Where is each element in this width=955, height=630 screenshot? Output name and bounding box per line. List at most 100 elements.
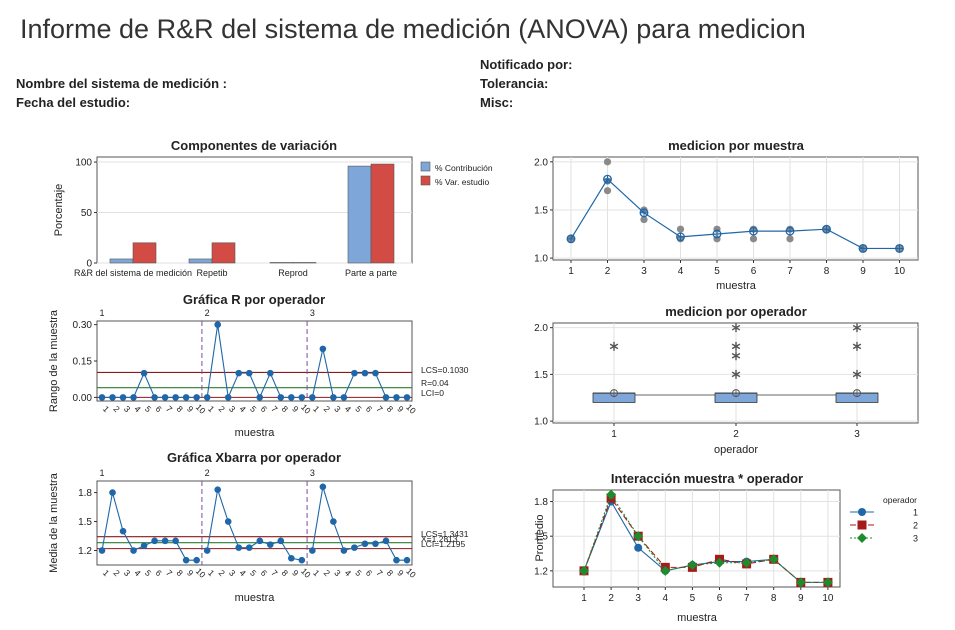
reported-by-label: Notificado por: [480,57,573,72]
xbar-chart-xtick-label: 2 [111,568,122,579]
xbar-chart-operator-label: 2 [205,468,210,478]
bar-contribution [188,258,213,264]
r-chart-xtick-label: 6 [364,404,375,415]
xbar-chart-point [245,544,253,551]
r-chart-limit-label: LCS=0.1030 [421,365,469,375]
r-chart-point [393,394,400,401]
interaction-marker-op3 [741,557,752,568]
xbar-chart-xtick-label: 2 [322,568,333,579]
r-chart-xtick-label: 5 [248,404,259,415]
interaction-marker-op3 [606,489,617,500]
r-chart-point [119,394,127,401]
tolerance-label: Tolerancia: [480,76,549,91]
xbar-chart-point [330,518,337,525]
xbar-chart-point [193,556,200,564]
xbar-chart-ytick-label: 1.2 [78,546,92,557]
bar-contribution [269,262,294,264]
interaction-marker-op3 [822,577,833,588]
r-chart-point [298,394,306,401]
xbar-chart-point [130,547,137,554]
xbar-chart-xtick-label: 1 [206,568,217,579]
components-category-label: Parte a parte [345,268,397,278]
by-operator-title: medicion por operador [665,304,807,319]
by-operator-xlabel: operador [714,444,758,456]
interaction-legend-label-op1: 1 [913,508,918,518]
r-chart-xtick-label: 10 [299,402,313,416]
r-chart-point [256,394,264,401]
by-part-point [676,225,685,233]
interaction-xtick-label: 7 [744,593,750,604]
r-chart-xtick-label: 3 [227,404,238,415]
xbar-chart-xtick-label: 4 [343,568,354,579]
xbar-chart-point [277,537,285,545]
xbar-chart-point [393,556,400,564]
misc-label: Misc: [480,95,514,110]
xbar-chart-plot-area [96,480,413,566]
r-chart-operator-label: 3 [310,308,315,318]
by-part-title: medicion por muestra [668,138,805,153]
r-chart-ytick-label: 0.30 [73,320,93,331]
r-chart-point [330,394,337,401]
r-chart-xtick-label: 8 [175,404,186,415]
by-part-point [749,235,758,243]
interaction-plot-area [552,489,841,588]
r-chart-xtick-label: 6 [153,404,164,415]
by-operator-mean-cross [610,389,618,397]
interaction-series-line-op3 [583,493,828,583]
r-chart-plot-area [96,320,413,402]
by-part-xtick-label: 4 [678,266,684,277]
by-part-mean-cross [786,227,794,235]
by-operator-outlier [609,341,619,351]
by-part-xtick-label: 3 [641,266,647,277]
by-part-mean-cross [676,233,685,241]
xbar-chart-point [340,547,348,554]
xbar-chart-point [309,547,316,554]
by-part-point [603,187,612,195]
r-chart-point [214,321,221,328]
r-chart-xtick-label: 7 [269,404,280,415]
xbar-chart-limit-label: LCS=1.3431 [421,529,469,539]
by-part-xtick-label: 10 [894,266,906,277]
xbar-chart-point [161,537,169,545]
xbar-chart-title: Gráfica Xbarra por operador [167,450,341,465]
r-chart-point [235,369,243,377]
by-part-xlabel: muestra [716,280,757,292]
xbar-chart-point [382,537,390,545]
xbar-chart-xtick-label: 1 [101,568,112,579]
by-operator-xtick-label: 3 [854,429,860,440]
r-chart-xtick-label: 2 [217,404,228,415]
components-ytick-label: 50 [81,208,93,219]
xbar-chart-point [119,527,127,535]
xbar-chart-point [235,544,243,551]
by-operator-outlier [731,341,741,351]
by-part-xtick-label: 2 [605,266,611,277]
components-category-label: Repetib [196,268,227,278]
by-operator-mean-cross [853,389,861,397]
interaction-xtick-label: 10 [822,593,834,604]
by-part-point [786,235,794,243]
xbar-chart-xtick-label: 6 [364,568,375,579]
by-part-point [603,158,612,166]
xbar-chart-xtick-label: 10 [404,566,418,580]
r-chart-point [340,394,348,401]
by-part-mean-cross [713,230,721,238]
interaction-xtick-label: 2 [608,593,614,604]
r-chart-ylabel: Rango de la muestra [48,309,60,412]
r-chart-point [266,369,274,377]
interaction-xtick-label: 3 [635,593,641,604]
interaction-legend-label-op3: 3 [913,534,918,544]
r-chart-xtick-label: 2 [322,404,333,415]
r-chart-xtick-label: 1 [311,404,322,415]
by-part-ytick-label: 1.5 [534,205,548,216]
by-part-xtick-label: 1 [568,266,574,277]
xbar-chart-xtick-label: 7 [374,568,385,579]
xbar-chart-limit-label: X=1.2813 [421,534,458,544]
by-operator-mean-cross [732,389,740,397]
xbar-chart-xtick-label: 9 [185,568,196,579]
r-chart-xtick-label: 10 [194,402,208,416]
r-chart-point [288,394,295,401]
xbar-chart-point [288,554,295,562]
study-date-label: Fecha del estudio: [16,95,131,110]
xbar-chart-operator-label: 3 [310,468,315,478]
xbar-chart-point [298,556,306,564]
